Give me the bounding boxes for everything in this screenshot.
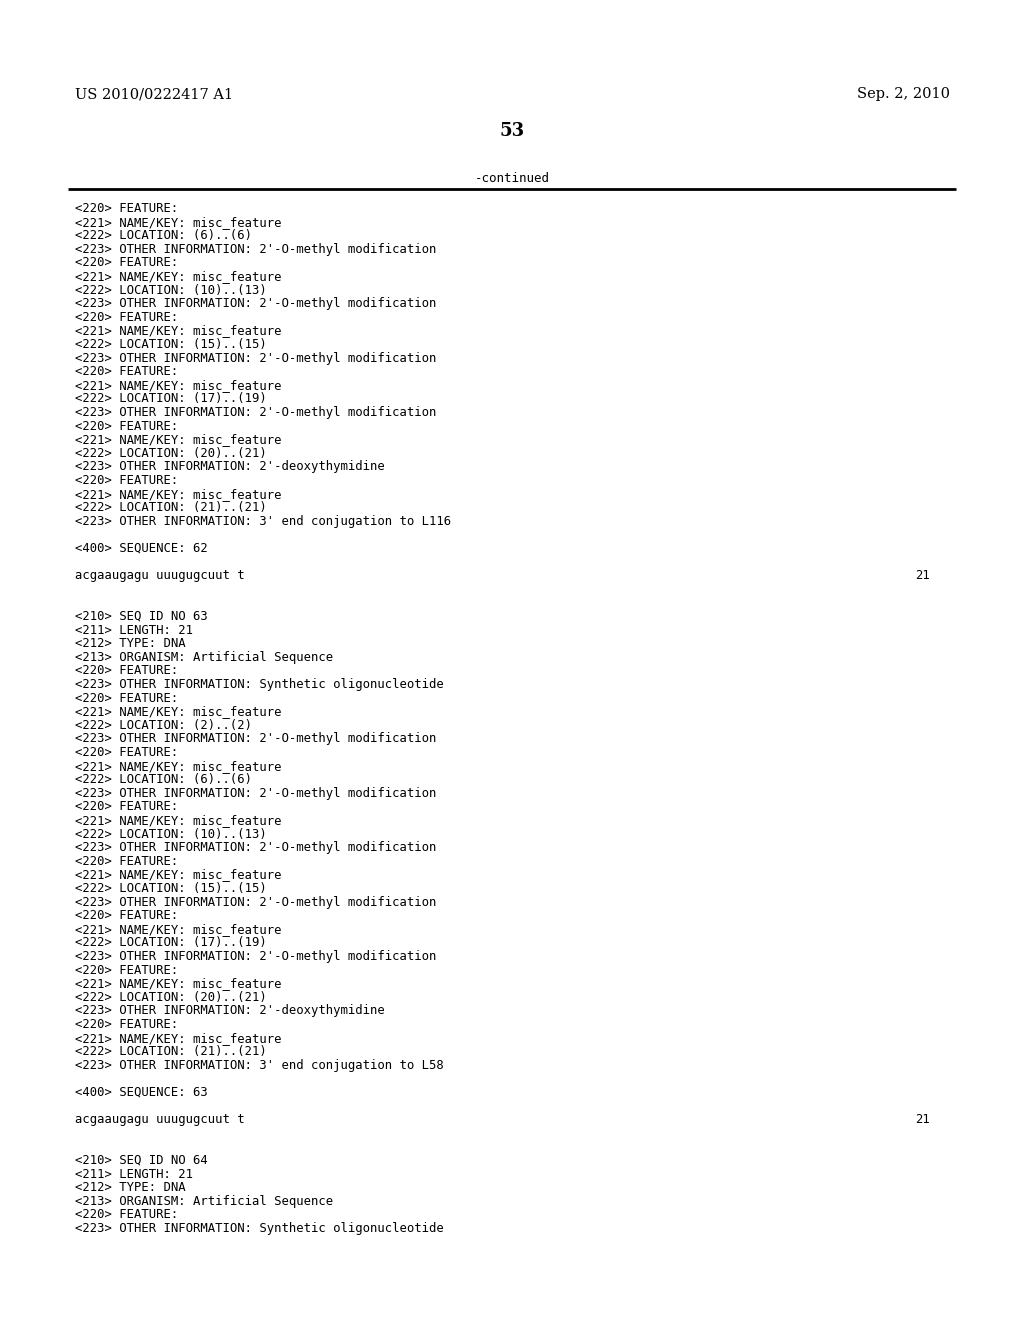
Text: <220> FEATURE:: <220> FEATURE: <box>75 1018 178 1031</box>
Text: 21: 21 <box>915 569 930 582</box>
Text: <222> LOCATION: (21)..(21): <222> LOCATION: (21)..(21) <box>75 502 266 515</box>
Text: <223> OTHER INFORMATION: Synthetic oligonucleotide: <223> OTHER INFORMATION: Synthetic oligo… <box>75 678 443 690</box>
Text: <223> OTHER INFORMATION: 2'-deoxythymidine: <223> OTHER INFORMATION: 2'-deoxythymidi… <box>75 1005 385 1018</box>
Text: <221> NAME/KEY: misc_feature: <221> NAME/KEY: misc_feature <box>75 325 282 338</box>
Text: <221> NAME/KEY: misc_feature: <221> NAME/KEY: misc_feature <box>75 977 282 990</box>
Text: <221> NAME/KEY: misc_feature: <221> NAME/KEY: misc_feature <box>75 271 282 282</box>
Text: <221> NAME/KEY: misc_feature: <221> NAME/KEY: misc_feature <box>75 923 282 936</box>
Text: <221> NAME/KEY: misc_feature: <221> NAME/KEY: misc_feature <box>75 1032 282 1044</box>
Text: <222> LOCATION: (10)..(13): <222> LOCATION: (10)..(13) <box>75 284 266 297</box>
Text: <222> LOCATION: (15)..(15): <222> LOCATION: (15)..(15) <box>75 882 266 895</box>
Text: <220> FEATURE:: <220> FEATURE: <box>75 310 178 323</box>
Text: -continued: -continued <box>474 172 550 185</box>
Text: <211> LENGTH: 21: <211> LENGTH: 21 <box>75 1168 193 1180</box>
Text: <210> SEQ ID NO 63: <210> SEQ ID NO 63 <box>75 610 208 623</box>
Text: <220> FEATURE:: <220> FEATURE: <box>75 664 178 677</box>
Text: <222> LOCATION: (20)..(21): <222> LOCATION: (20)..(21) <box>75 446 266 459</box>
Text: <213> ORGANISM: Artificial Sequence: <213> ORGANISM: Artificial Sequence <box>75 651 333 664</box>
Text: <220> FEATURE:: <220> FEATURE: <box>75 420 178 433</box>
Text: <212> TYPE: DNA: <212> TYPE: DNA <box>75 1181 185 1195</box>
Text: <222> LOCATION: (6)..(6): <222> LOCATION: (6)..(6) <box>75 774 252 787</box>
Text: <213> ORGANISM: Artificial Sequence: <213> ORGANISM: Artificial Sequence <box>75 1195 333 1208</box>
Text: <221> NAME/KEY: misc_feature: <221> NAME/KEY: misc_feature <box>75 379 282 392</box>
Text: <223> OTHER INFORMATION: 2'-O-methyl modification: <223> OTHER INFORMATION: 2'-O-methyl mod… <box>75 733 436 746</box>
Text: <220> FEATURE:: <220> FEATURE: <box>75 692 178 705</box>
Text: Sep. 2, 2010: Sep. 2, 2010 <box>857 87 950 102</box>
Text: acgaaugagu uuugugcuut t: acgaaugagu uuugugcuut t <box>75 569 245 582</box>
Text: <211> LENGTH: 21: <211> LENGTH: 21 <box>75 623 193 636</box>
Text: <222> LOCATION: (15)..(15): <222> LOCATION: (15)..(15) <box>75 338 266 351</box>
Text: <223> OTHER INFORMATION: 2'-O-methyl modification: <223> OTHER INFORMATION: 2'-O-methyl mod… <box>75 297 436 310</box>
Text: <212> TYPE: DNA: <212> TYPE: DNA <box>75 638 185 651</box>
Text: <223> OTHER INFORMATION: 2'-O-methyl modification: <223> OTHER INFORMATION: 2'-O-methyl mod… <box>75 841 436 854</box>
Text: <223> OTHER INFORMATION: 2'-O-methyl modification: <223> OTHER INFORMATION: 2'-O-methyl mod… <box>75 243 436 256</box>
Text: <220> FEATURE:: <220> FEATURE: <box>75 1208 178 1221</box>
Text: <223> OTHER INFORMATION: 3' end conjugation to L58: <223> OTHER INFORMATION: 3' end conjugat… <box>75 1059 443 1072</box>
Text: 53: 53 <box>500 121 524 140</box>
Text: <221> NAME/KEY: misc_feature: <221> NAME/KEY: misc_feature <box>75 487 282 500</box>
Text: <222> LOCATION: (21)..(21): <222> LOCATION: (21)..(21) <box>75 1045 266 1059</box>
Text: <223> OTHER INFORMATION: 2'-O-methyl modification: <223> OTHER INFORMATION: 2'-O-methyl mod… <box>75 407 436 418</box>
Text: <220> FEATURE:: <220> FEATURE: <box>75 256 178 269</box>
Text: <223> OTHER INFORMATION: 2'-O-methyl modification: <223> OTHER INFORMATION: 2'-O-methyl mod… <box>75 950 436 964</box>
Text: <210> SEQ ID NO 64: <210> SEQ ID NO 64 <box>75 1154 208 1167</box>
Text: acgaaugagu uuugugcuut t: acgaaugagu uuugugcuut t <box>75 1113 245 1126</box>
Text: <221> NAME/KEY: misc_feature: <221> NAME/KEY: misc_feature <box>75 869 282 882</box>
Text: <223> OTHER INFORMATION: 2'-O-methyl modification: <223> OTHER INFORMATION: 2'-O-methyl mod… <box>75 351 436 364</box>
Text: <223> OTHER INFORMATION: 2'-O-methyl modification: <223> OTHER INFORMATION: 2'-O-methyl mod… <box>75 895 436 908</box>
Text: <222> LOCATION: (20)..(21): <222> LOCATION: (20)..(21) <box>75 991 266 1003</box>
Text: <223> OTHER INFORMATION: 2'-deoxythymidine: <223> OTHER INFORMATION: 2'-deoxythymidi… <box>75 461 385 474</box>
Text: <220> FEATURE:: <220> FEATURE: <box>75 474 178 487</box>
Text: <400> SEQUENCE: 62: <400> SEQUENCE: 62 <box>75 543 208 554</box>
Text: <222> LOCATION: (17)..(19): <222> LOCATION: (17)..(19) <box>75 392 266 405</box>
Text: 21: 21 <box>915 1113 930 1126</box>
Text: <222> LOCATION: (6)..(6): <222> LOCATION: (6)..(6) <box>75 230 252 242</box>
Text: <221> NAME/KEY: misc_feature: <221> NAME/KEY: misc_feature <box>75 814 282 828</box>
Text: <221> NAME/KEY: misc_feature: <221> NAME/KEY: misc_feature <box>75 433 282 446</box>
Text: <221> NAME/KEY: misc_feature: <221> NAME/KEY: misc_feature <box>75 759 282 772</box>
Text: <221> NAME/KEY: misc_feature: <221> NAME/KEY: misc_feature <box>75 705 282 718</box>
Text: <220> FEATURE:: <220> FEATURE: <box>75 855 178 867</box>
Text: <221> NAME/KEY: misc_feature: <221> NAME/KEY: misc_feature <box>75 215 282 228</box>
Text: <222> LOCATION: (10)..(13): <222> LOCATION: (10)..(13) <box>75 828 266 841</box>
Text: <220> FEATURE:: <220> FEATURE: <box>75 366 178 379</box>
Text: <400> SEQUENCE: 63: <400> SEQUENCE: 63 <box>75 1086 208 1100</box>
Text: <223> OTHER INFORMATION: 3' end conjugation to L116: <223> OTHER INFORMATION: 3' end conjugat… <box>75 515 452 528</box>
Text: <220> FEATURE:: <220> FEATURE: <box>75 202 178 215</box>
Text: <220> FEATURE:: <220> FEATURE: <box>75 909 178 923</box>
Text: <223> OTHER INFORMATION: Synthetic oligonucleotide: <223> OTHER INFORMATION: Synthetic oligo… <box>75 1222 443 1236</box>
Text: <222> LOCATION: (2)..(2): <222> LOCATION: (2)..(2) <box>75 719 252 731</box>
Text: <220> FEATURE:: <220> FEATURE: <box>75 964 178 977</box>
Text: US 2010/0222417 A1: US 2010/0222417 A1 <box>75 87 233 102</box>
Text: <222> LOCATION: (17)..(19): <222> LOCATION: (17)..(19) <box>75 936 266 949</box>
Text: <223> OTHER INFORMATION: 2'-O-methyl modification: <223> OTHER INFORMATION: 2'-O-methyl mod… <box>75 787 436 800</box>
Text: <220> FEATURE:: <220> FEATURE: <box>75 746 178 759</box>
Text: <220> FEATURE:: <220> FEATURE: <box>75 800 178 813</box>
